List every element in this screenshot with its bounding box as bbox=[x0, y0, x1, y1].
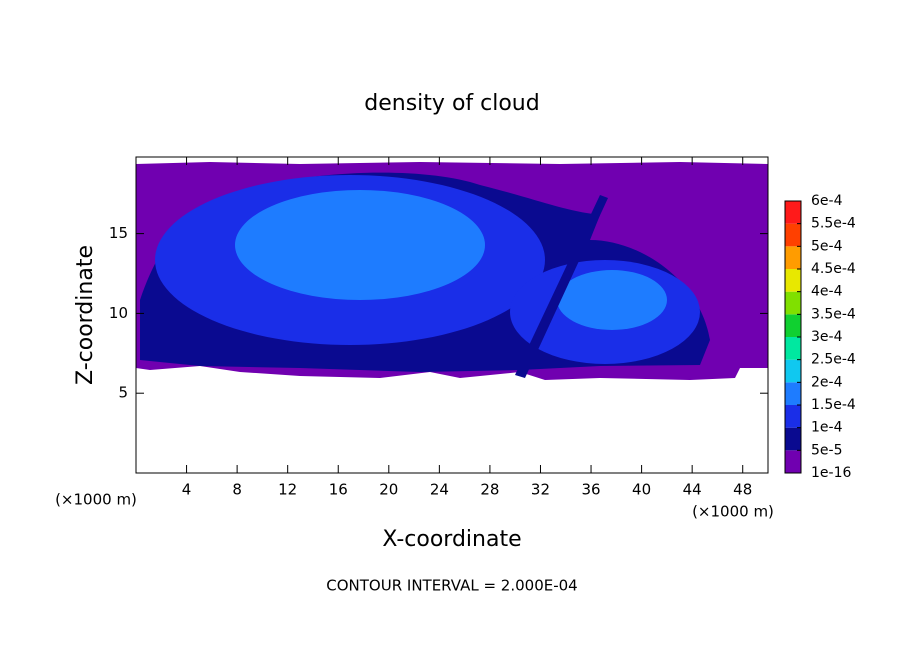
x-tick-label: 4 bbox=[182, 481, 192, 499]
x-unit-label: (×1000 m) bbox=[692, 503, 774, 521]
x-tick-label: 32 bbox=[531, 481, 550, 499]
colorbar-bin bbox=[785, 223, 801, 247]
x-tick-label: 36 bbox=[581, 481, 600, 499]
field-region bbox=[557, 270, 667, 330]
contour-field bbox=[136, 162, 768, 380]
x-tick-label: 16 bbox=[329, 481, 348, 499]
x-tick-label: 28 bbox=[480, 481, 499, 499]
colorbar-label: 1e-16 bbox=[811, 465, 851, 481]
colorbar-label: 5.5e-4 bbox=[811, 216, 856, 232]
x-tick-label: 48 bbox=[733, 481, 752, 499]
colorbar-bin bbox=[785, 269, 801, 292]
colorbar-label: 5e-5 bbox=[811, 442, 842, 458]
colorbar-label: 2e-4 bbox=[811, 374, 843, 390]
y-axis-label: Z-coordinate bbox=[73, 245, 98, 385]
x-tick-label: 20 bbox=[379, 481, 398, 499]
colorbar-label: 4e-4 bbox=[811, 284, 843, 300]
colorbar-bin bbox=[785, 405, 801, 428]
y-tick-label: 15 bbox=[109, 224, 128, 242]
colorbar-label: 3e-4 bbox=[811, 329, 843, 345]
colorbar-bin bbox=[785, 314, 801, 337]
x-tick-label: 24 bbox=[430, 481, 449, 499]
y-unit-label: (×1000 m) bbox=[55, 491, 137, 509]
colorbar-label: 2.5e-4 bbox=[811, 352, 856, 368]
colorbar-bin bbox=[785, 201, 801, 224]
colorbar-label: 4.5e-4 bbox=[811, 261, 856, 277]
colorbar-bin bbox=[785, 337, 801, 360]
note: CONTOUR INTERVAL = 2.000E-04 bbox=[326, 577, 577, 595]
colorbar-label: 5e-4 bbox=[811, 238, 843, 254]
colorbar-label: 1e-4 bbox=[811, 420, 843, 436]
colorbar-bin bbox=[785, 427, 801, 451]
colorbar-label: 6e-4 bbox=[811, 193, 843, 209]
colorbar-bin bbox=[785, 246, 801, 269]
colorbar-bin bbox=[785, 291, 801, 315]
x-tick-label: 12 bbox=[278, 481, 297, 499]
x-tick-label: 8 bbox=[232, 481, 242, 499]
colorbar-bin bbox=[785, 450, 801, 473]
field-region bbox=[515, 195, 608, 378]
y-tick-label: 10 bbox=[109, 304, 128, 322]
x-tick-label: 40 bbox=[632, 481, 651, 499]
y-tick-label: 5 bbox=[118, 384, 128, 402]
x-axis-label: X-coordinate bbox=[382, 527, 521, 552]
field-region bbox=[235, 190, 485, 300]
plot-frame bbox=[135, 156, 769, 474]
colorbar-bin bbox=[785, 382, 801, 405]
x-tick-label: 44 bbox=[683, 481, 702, 499]
colorbar-bin bbox=[785, 359, 801, 383]
colorbar-label: 1.5e-4 bbox=[811, 397, 856, 413]
colorbar-label: 3.5e-4 bbox=[811, 306, 856, 322]
chart-title: density of cloud bbox=[364, 91, 539, 116]
